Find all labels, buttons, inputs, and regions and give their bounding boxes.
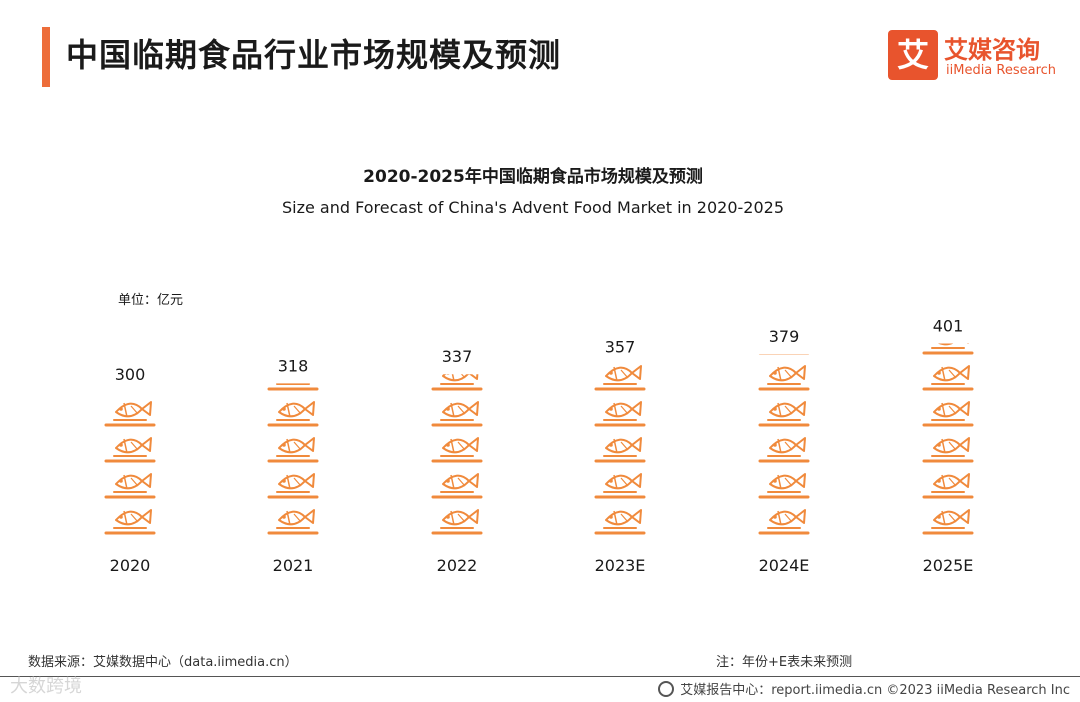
category-label: 2021 bbox=[273, 556, 314, 575]
value-label: 379 bbox=[769, 327, 800, 346]
bar-2024E bbox=[758, 354, 810, 535]
pictogram-bar-chart: 300 2020 318 2021 337 2022 357 2023E 379 2024E 401… bbox=[104, 317, 974, 575]
footer-credit: 艾媒报告中心：report.iimedia.cn ©2023 iiMedia R… bbox=[658, 679, 1070, 698]
bar-2025E bbox=[922, 343, 974, 535]
unit-label: 单位：亿元 bbox=[118, 293, 184, 308]
footer-divider bbox=[0, 676, 1080, 677]
data-source: 数据来源：艾媒数据中心（data.iimedia.cn） bbox=[28, 655, 298, 670]
logo-mark-glyph: 艾 bbox=[896, 36, 929, 74]
value-label: 401 bbox=[933, 317, 964, 336]
value-label: 357 bbox=[605, 338, 636, 357]
chart-title: 2020-2025年中国临期食品市场规模及预测 bbox=[363, 167, 703, 187]
value-label: 318 bbox=[278, 356, 309, 375]
bar-2020 bbox=[104, 401, 156, 535]
category-label: 2023E bbox=[595, 556, 646, 575]
bar-2023E bbox=[594, 365, 646, 535]
category-label: 2024E bbox=[759, 556, 810, 575]
chart-subtitle: Size and Forecast of China's Advent Food… bbox=[282, 198, 784, 217]
watermark: 大数跨境 bbox=[10, 676, 82, 697]
logo-mark-icon: 艾 bbox=[888, 30, 938, 80]
value-label: 337 bbox=[442, 347, 473, 366]
category-label: 2025E bbox=[923, 556, 974, 575]
bar-2021 bbox=[267, 383, 319, 535]
forecast-note: 注：年份+E表未来预测 bbox=[716, 655, 853, 670]
category-label: 2020 bbox=[110, 556, 151, 575]
footer-credit-text: 艾媒报告中心：report.iimedia.cn ©2023 iiMedia R… bbox=[680, 683, 1070, 698]
value-label: 300 bbox=[115, 365, 146, 384]
logo-text-en: iiMedia Research bbox=[946, 63, 1057, 78]
globe-icon bbox=[658, 680, 675, 697]
title-accent-bar bbox=[42, 27, 50, 87]
category-label: 2022 bbox=[437, 556, 478, 575]
brand-logo: 艾 艾媒咨询 iiMedia Research bbox=[888, 30, 1064, 82]
logo-text-cn: 艾媒咨询 bbox=[944, 36, 1040, 64]
page-title: 中国临期食品行业市场规模及预测 bbox=[66, 36, 562, 74]
bar-2022 bbox=[431, 374, 483, 535]
